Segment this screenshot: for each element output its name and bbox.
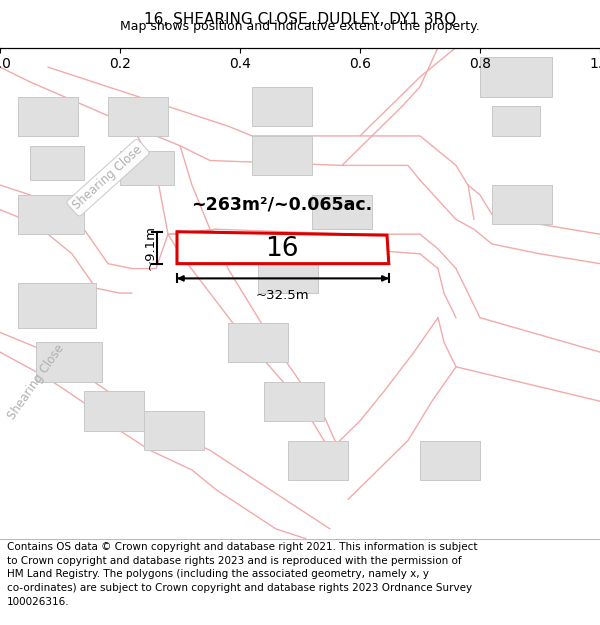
Polygon shape <box>420 441 480 480</box>
Polygon shape <box>108 97 168 136</box>
Polygon shape <box>228 322 288 362</box>
Polygon shape <box>18 283 96 328</box>
Polygon shape <box>120 151 174 185</box>
Text: Shearing Close: Shearing Close <box>71 143 145 212</box>
Polygon shape <box>492 106 540 136</box>
Polygon shape <box>84 391 144 431</box>
Polygon shape <box>492 185 552 224</box>
Text: ~32.5m: ~32.5m <box>256 289 310 302</box>
Polygon shape <box>177 232 389 264</box>
Polygon shape <box>252 87 312 126</box>
Text: ~263m²/~0.065ac.: ~263m²/~0.065ac. <box>191 196 373 214</box>
Polygon shape <box>30 146 84 180</box>
Text: 16, SHEARING CLOSE, DUDLEY, DY1 3RQ: 16, SHEARING CLOSE, DUDLEY, DY1 3RQ <box>144 12 456 27</box>
Text: Map shows position and indicative extent of the property.: Map shows position and indicative extent… <box>120 20 480 33</box>
Polygon shape <box>288 441 348 480</box>
Polygon shape <box>252 136 312 175</box>
Polygon shape <box>264 381 324 421</box>
Polygon shape <box>36 342 102 381</box>
Polygon shape <box>480 58 552 97</box>
Text: ~9.1m: ~9.1m <box>143 225 157 270</box>
Polygon shape <box>18 97 78 136</box>
Polygon shape <box>18 195 84 234</box>
Polygon shape <box>258 259 318 293</box>
Polygon shape <box>312 195 372 229</box>
Text: Shearing Close: Shearing Close <box>5 341 67 422</box>
Text: Contains OS data © Crown copyright and database right 2021. This information is : Contains OS data © Crown copyright and d… <box>7 542 478 607</box>
Text: 16: 16 <box>265 236 299 262</box>
Polygon shape <box>144 411 204 451</box>
